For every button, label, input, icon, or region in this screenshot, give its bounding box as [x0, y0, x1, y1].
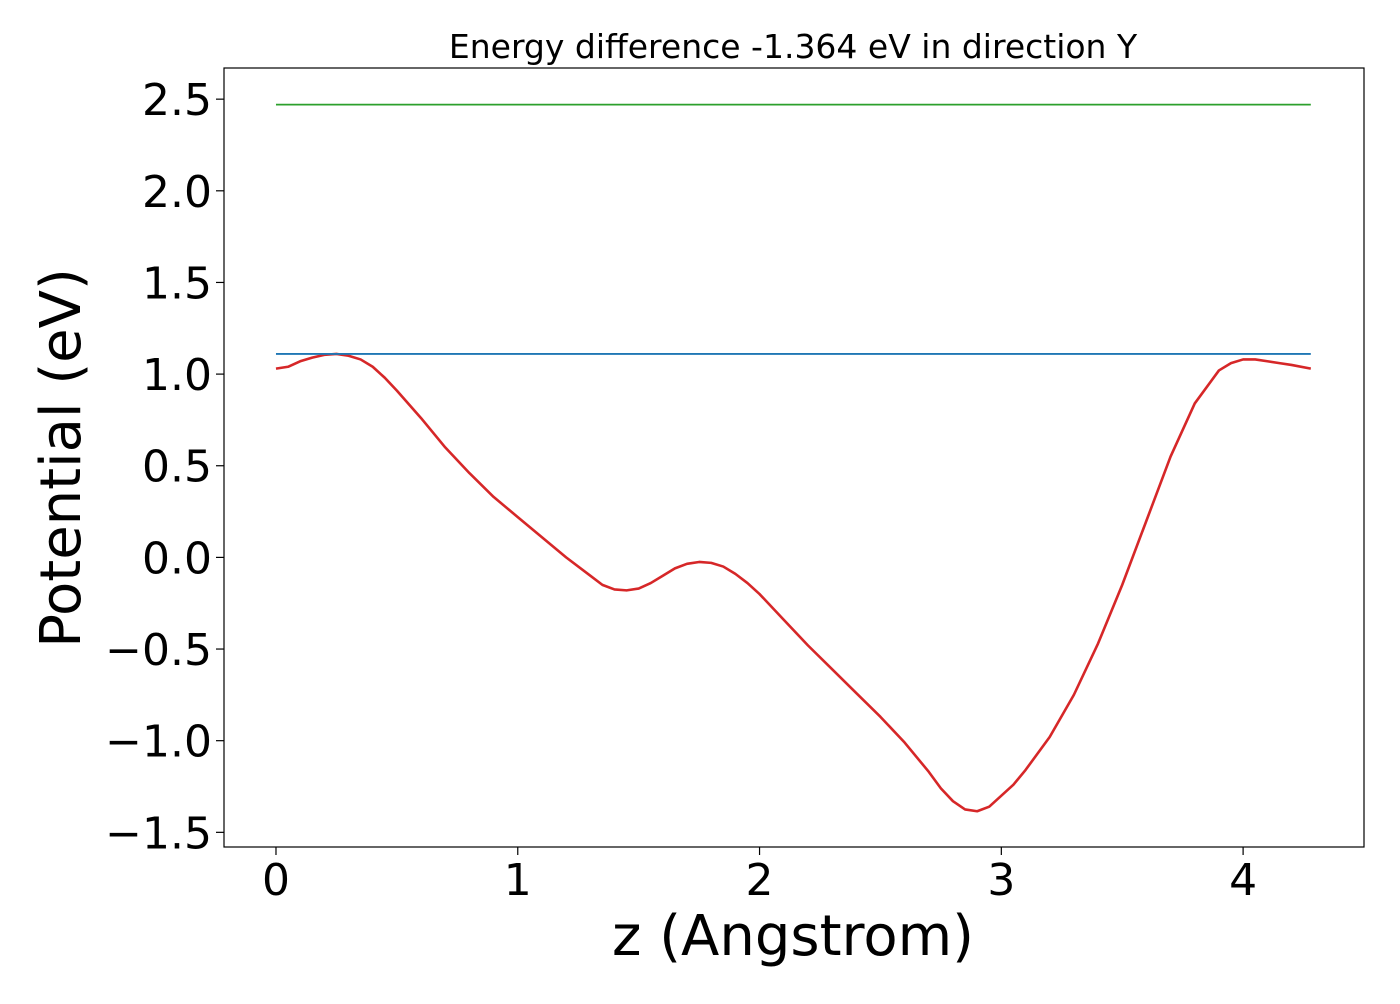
axes-frame: [223, 67, 1365, 848]
chart-title: Energy difference -1.364 eV in direction…: [449, 27, 1138, 66]
x-tick-label: 0: [262, 855, 290, 906]
x-axis-label: z (Angstrom): [612, 904, 974, 969]
y-tick-label: 2.5: [142, 75, 212, 126]
x-tick-label: 3: [987, 855, 1015, 906]
potential-curve: [275, 352, 1312, 813]
y-tick-label: 1.0: [142, 350, 212, 401]
x-axis-ticks: 0 1 2 3 4: [262, 847, 1257, 906]
y-tick-label: 0.5: [142, 442, 212, 493]
x-tick-label: 1: [504, 855, 532, 906]
x-tick-label: 4: [1229, 855, 1257, 906]
y-tick-label: 1.5: [142, 258, 212, 309]
y-tick-label: −0.5: [105, 625, 212, 676]
y-tick-label: −1.0: [105, 717, 212, 768]
y-tick-label: 2.0: [142, 167, 212, 218]
y-tick-label: 0.0: [142, 533, 212, 584]
y-tick-label: −1.5: [105, 808, 212, 859]
y-axis-ticks: −1.5 −1.0 −0.5 0.0 0.5 1.0 1.5 2.0 2.5: [105, 75, 224, 859]
y-axis-label: Potential (eV): [29, 268, 94, 648]
plot-area: [275, 103, 1312, 813]
x-tick-label: 2: [746, 855, 774, 906]
